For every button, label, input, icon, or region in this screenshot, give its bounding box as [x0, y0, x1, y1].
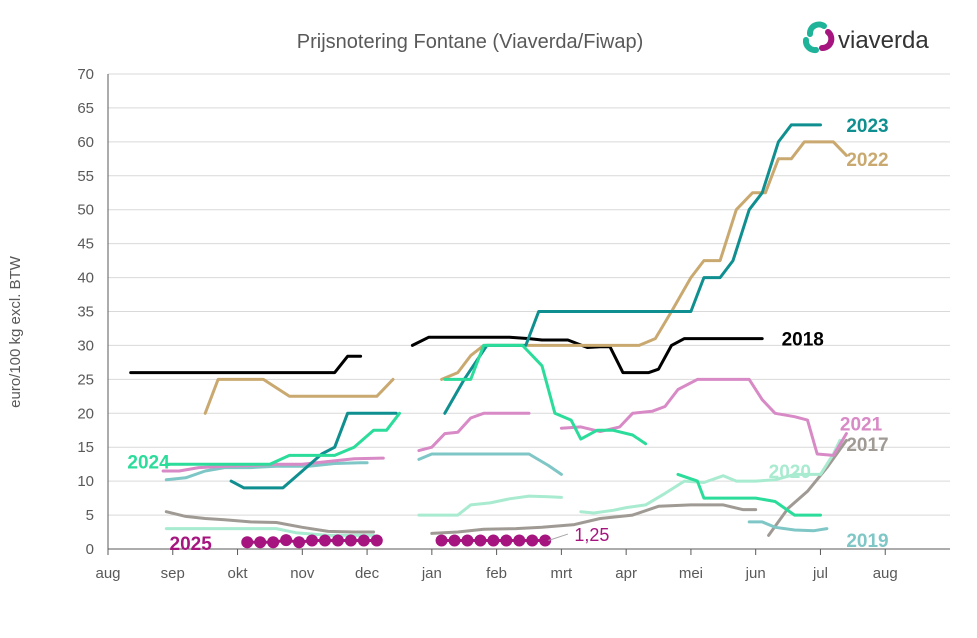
x-tick-label: jun [745, 565, 766, 582]
x-tick-label: feb [486, 565, 507, 582]
x-tick-label: mei [679, 565, 703, 582]
data-point-2025 [487, 534, 500, 547]
series-label-2020: 2020 [769, 462, 811, 483]
y-axis-ticks: 0 5 10 15 20 25 30 35 40 45 50 55 60 65 70 [77, 66, 94, 558]
brand-name: viaverda [838, 27, 929, 54]
series-line-2022 [203, 377, 395, 415]
series-line-2018 [410, 335, 764, 375]
data-point-2025 [241, 536, 254, 549]
x-tick-label: okt [228, 565, 249, 582]
x-tick-label: jul [812, 565, 828, 582]
data-point-2025 [474, 534, 487, 547]
data-point-2025 [306, 534, 319, 547]
series-line-2020 [164, 527, 376, 537]
series-line-2023 [229, 411, 398, 490]
y-tick-label: 30 [77, 337, 94, 354]
series-line-2021 [417, 411, 531, 453]
x-tick-label: apr [615, 565, 637, 582]
viaverda-logo-icon [802, 21, 835, 54]
y-tick-label: 10 [77, 473, 94, 490]
x-axis-ticks: aug sep okt nov dec jan feb mrt apr mei jun jul aug [95, 549, 898, 582]
y-axis-label: euro/100 kg excl. BTW [7, 255, 24, 408]
annotations: 1,25 [548, 525, 609, 545]
series-label-2019: 2019 [846, 531, 888, 552]
y-tick-label: 65 [77, 100, 94, 117]
data-point-2025 [513, 534, 526, 547]
y-tick-label: 50 [77, 202, 94, 219]
series-label-2023: 2023 [846, 116, 888, 137]
data-point-2025 [331, 534, 344, 547]
y-tick-label: 25 [77, 371, 94, 388]
data-point-2025 [293, 536, 306, 549]
data-point-2025 [370, 534, 383, 547]
series-line-2024 [676, 472, 822, 517]
x-tick-label: nov [290, 565, 315, 582]
series-line-2019 [164, 461, 369, 482]
series-line-2024 [164, 411, 401, 466]
data-point-2025 [500, 534, 513, 547]
x-tick-label: aug [95, 565, 120, 582]
series-lines [129, 123, 848, 537]
series-label-2022: 2022 [846, 150, 888, 171]
series-label-2017: 2017 [846, 435, 888, 456]
x-tick-label: jan [421, 565, 442, 582]
y-tick-label: 40 [77, 270, 94, 287]
series-label-2025: 2025 [170, 534, 213, 555]
series-line-2017 [164, 510, 376, 534]
series-line-2020 [579, 438, 842, 515]
data-point-2025 [461, 534, 474, 547]
series-line-2024 [443, 343, 648, 446]
series-line-2017 [430, 503, 758, 535]
data-point-2025 [357, 534, 370, 547]
data-point-2025 [254, 536, 267, 549]
series-line-2020 [417, 494, 563, 517]
series-line-2017 [767, 438, 848, 537]
grid [107, 73, 950, 550]
data-point-2025 [267, 536, 280, 549]
y-tick-label: 45 [77, 236, 94, 253]
annotation-leader-line [548, 533, 569, 541]
data-point-2025 [344, 534, 357, 547]
series-label-2024: 2024 [127, 452, 170, 473]
series-label-2018: 2018 [782, 330, 824, 351]
brand: viaverda [802, 21, 929, 54]
y-tick-label: 60 [77, 134, 94, 151]
y-tick-label: 55 [77, 168, 94, 185]
x-tick-label: sep [161, 565, 185, 582]
x-tick-label: mrt [551, 565, 573, 582]
y-tick-label: 15 [77, 439, 94, 456]
annotation-label: 1,25 [574, 525, 609, 545]
series-line-2019 [417, 452, 563, 476]
x-tick-label: aug [873, 565, 898, 582]
series-line-2021 [559, 377, 848, 457]
y-tick-label: 20 [77, 405, 94, 422]
data-point-2025 [280, 534, 293, 547]
series-line-2023 [443, 123, 822, 415]
y-tick-label: 5 [86, 507, 94, 524]
series-line-2019 [747, 520, 829, 533]
series-label-2021: 2021 [840, 414, 883, 435]
chart-title: Prijsnotering Fontane (Viaverda/Fiwap) [297, 31, 643, 53]
series-line-2018 [129, 354, 363, 375]
data-point-2025 [448, 534, 461, 547]
series-2025-markers [241, 534, 552, 549]
y-tick-label: 0 [86, 541, 94, 558]
data-point-2025 [539, 534, 552, 547]
x-tick-label: dec [355, 565, 380, 582]
y-tick-label: 70 [77, 66, 94, 83]
series-labels: 2017 2018 2019 2020 2021 2022 2023 2024 2025 [127, 116, 888, 555]
data-point-2025 [318, 534, 331, 547]
data-point-2025 [526, 534, 539, 547]
y-tick-label: 35 [77, 304, 94, 321]
data-point-2025 [435, 534, 448, 547]
